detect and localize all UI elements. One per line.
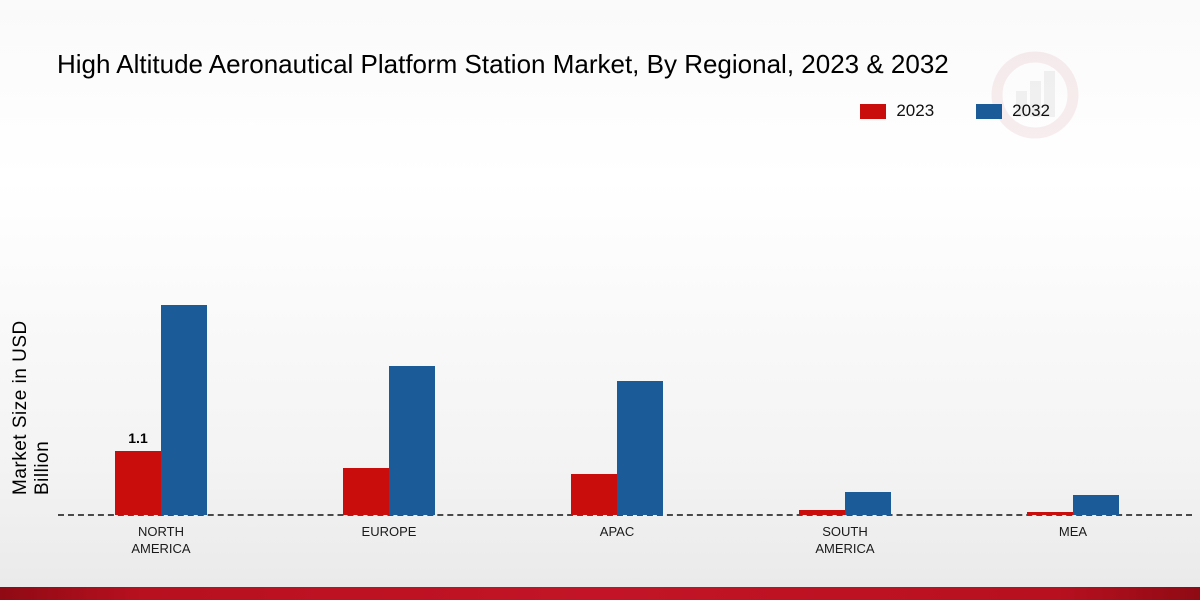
legend-swatch-2032 (976, 103, 1003, 119)
bar-2023-north-america: 1.1 (115, 430, 161, 515)
legend-item-2032: 2032 (976, 101, 1050, 121)
x-axis-label-europe: EUROPE (361, 524, 417, 539)
bar-2032-apac (617, 381, 663, 515)
legend-item-2023: 2023 (860, 101, 934, 121)
legend: 2023 2032 (860, 101, 1050, 121)
x-axis-label-north-america: NORTH AMERICA (131, 524, 191, 556)
bar-group-north-america: 1.1 (47, 287, 275, 515)
bar-group-europe (275, 287, 503, 515)
x-axis-label-south-america: SOUTH AMERICA (815, 524, 875, 556)
bar-2032-north-america (161, 305, 207, 515)
bars-row: 1.1 (47, 287, 1187, 515)
x-axis-label-mea: MEA (1058, 524, 1088, 539)
legend-label-2032: 2032 (1012, 101, 1050, 120)
legend-label-2023: 2023 (896, 101, 935, 120)
x-axis-baseline (58, 514, 1192, 516)
chart-title: High Altitude Aeronautical Platform Stat… (57, 49, 949, 80)
footer-accent-bar (0, 587, 1200, 600)
bar-value-label-north-america: 1.1 (128, 430, 148, 446)
bar-2023-apac (571, 474, 617, 515)
chart-area: 1.1 NORTH AMERICA EUROPE APAC SOUTH AMERICA… (47, 287, 1187, 558)
bar-2023-south-america (799, 510, 845, 515)
bar-group-south-america (731, 287, 959, 515)
bar-2032-south-america (845, 492, 891, 515)
bar-group-mea (959, 287, 1187, 515)
x-axis-labels-row: NORTH AMERICA EUROPE APAC SOUTH AMERICA MEA (47, 524, 1187, 558)
bar-2023-europe (343, 468, 389, 515)
bar-group-apac (503, 287, 731, 515)
bar-2023-mea (1027, 512, 1073, 515)
bar-2032-europe (389, 366, 435, 515)
watermark-logo (985, 45, 1085, 150)
x-axis-label-apac: APAC (599, 524, 635, 539)
legend-swatch-2023 (860, 103, 887, 119)
bar-2032-mea (1073, 495, 1119, 515)
